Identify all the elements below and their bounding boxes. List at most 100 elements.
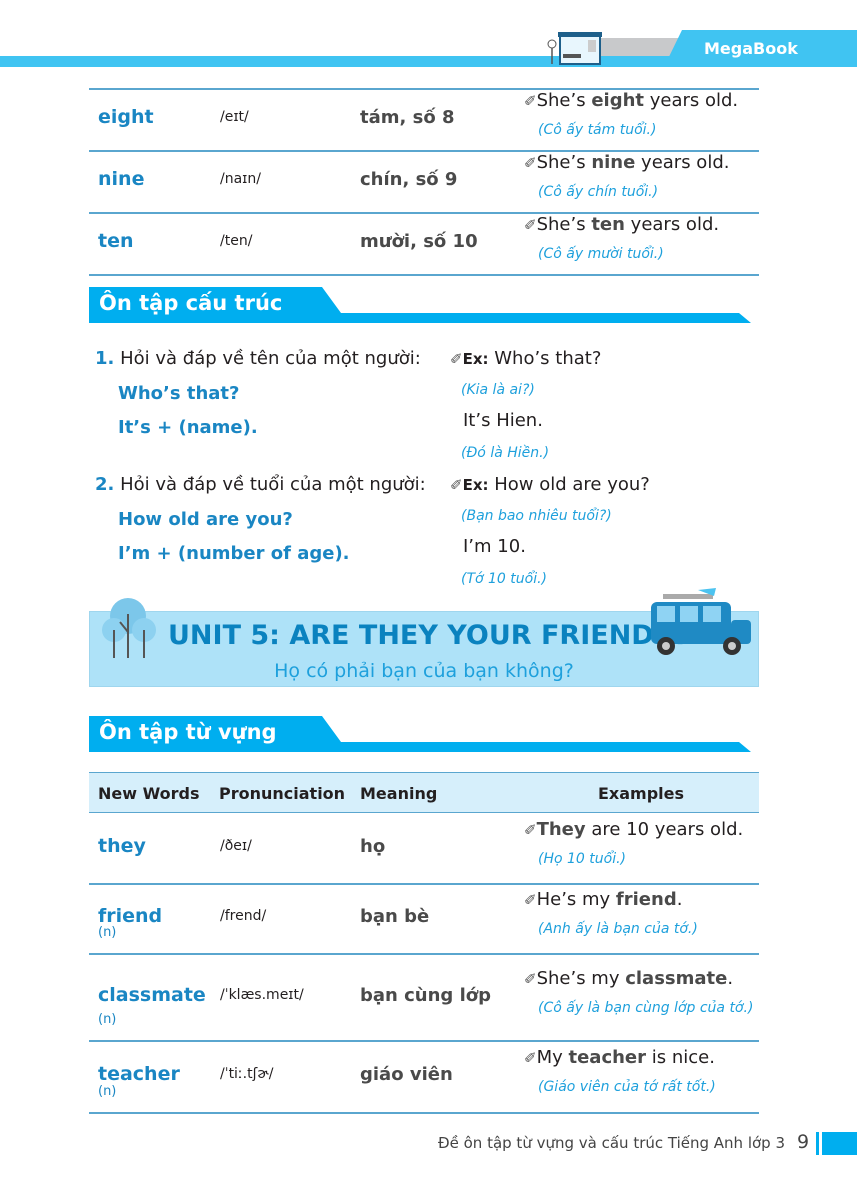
megabook-logo: MegaBook	[664, 30, 857, 67]
unit-banner: UNIT 5: ARE THEY YOUR FRIENDS? Họ có phả…	[89, 588, 759, 687]
section-header-structure: Ôn tập cấu trúc	[89, 287, 751, 323]
example-sentence: ✐They are 10 years old.	[524, 819, 743, 840]
example-keyword: eight	[591, 90, 644, 111]
example-sentence: ✐My teacher is nice.	[524, 1047, 715, 1068]
section-title: Ôn tập cấu trúc	[99, 291, 283, 315]
example-question: Who’s that?	[494, 348, 602, 369]
divider	[89, 1112, 759, 1114]
example-keyword: classmate	[625, 967, 728, 989]
divider	[89, 88, 759, 90]
example-translation: (Cô ấy tám tuổi.)	[538, 122, 657, 138]
example-translation: (Giáo viên của tớ rất tốt.)	[538, 1079, 716, 1095]
page-number: 9	[797, 1131, 810, 1153]
meaning: bạn bè	[360, 906, 430, 927]
section-title: Ôn tập từ vựng	[99, 720, 277, 744]
header-bar	[0, 56, 857, 67]
pattern-question: How old are you?	[118, 509, 293, 530]
pronunciation: /ten/	[220, 233, 253, 249]
col-header: Pronunciation	[219, 784, 346, 803]
example-text: .	[727, 967, 734, 989]
pattern-question: Who’s that?	[118, 383, 240, 404]
example-keyword: ten	[591, 214, 625, 235]
meaning: chín, số 9	[360, 169, 458, 190]
example-text: She’s	[536, 152, 592, 173]
example-text: is nice.	[646, 1047, 715, 1068]
example-translation: (Cô ấy mười tuổi.)	[538, 246, 664, 262]
example-translation: (Cô ấy là bạn cùng lớp của tớ.)	[538, 999, 754, 1016]
example-keyword: They	[536, 819, 586, 840]
example-translation: (Bạn bao nhiêu tuổi?)	[461, 508, 612, 524]
example-translation: (Họ 10 tuổi.)	[538, 851, 626, 867]
pencil-icon: ✐	[524, 154, 537, 172]
example-text: .	[676, 889, 683, 910]
col-header: New Words	[98, 784, 200, 803]
example-sentence: ✐She’s my classmate.	[524, 968, 733, 989]
pronunciation: /frend/	[220, 908, 267, 924]
divider	[89, 274, 759, 276]
example-sentence: ✐She’s eight years old.	[524, 90, 738, 111]
unit-title: UNIT 5: ARE THEY YOUR FRIENDS?	[168, 620, 689, 651]
pencil-icon: ✐	[524, 891, 537, 909]
example-label: Ex:	[462, 350, 489, 368]
bus-stop-icon	[547, 32, 602, 65]
example-text: years old.	[624, 214, 720, 235]
pencil-icon: ✐	[450, 476, 463, 494]
unit-subtitle: Họ có phải bạn của bạn không?	[274, 660, 574, 682]
example-text: are 10 years old.	[585, 819, 744, 840]
part-of-speech: (n)	[98, 1084, 117, 1099]
footer-bar	[822, 1132, 857, 1155]
pronunciation: /ˈklæs.meɪt/	[220, 986, 304, 1003]
item-number: 2.	[95, 474, 115, 495]
example-answer: It’s Hien.	[463, 410, 543, 431]
example-text: years old.	[644, 90, 739, 111]
divider	[89, 953, 759, 955]
word: friend	[98, 905, 163, 927]
part-of-speech: (n)	[98, 925, 117, 940]
meaning: họ	[360, 836, 386, 857]
word: classmate	[98, 983, 206, 1006]
pencil-icon: ✐	[524, 216, 537, 234]
item-number: 1.	[95, 348, 115, 369]
divider	[89, 883, 759, 885]
col-header: Examples	[598, 784, 685, 803]
example-text: She’s	[536, 214, 592, 235]
pencil-icon: ✐	[524, 1049, 537, 1067]
example-keyword: friend	[615, 889, 677, 910]
divider	[89, 150, 759, 152]
example-sentence: ✐She’s ten years old.	[524, 214, 719, 235]
word: eight	[98, 106, 154, 128]
section-header-vocab: Ôn tập từ vựng	[89, 716, 751, 752]
pronunciation: /naɪn/	[220, 171, 261, 187]
example-keyword: nine	[591, 152, 636, 173]
example-text: He’s my	[536, 889, 616, 910]
trees-icon	[102, 598, 156, 658]
car-icon	[651, 588, 751, 655]
meaning: giáo viên	[360, 1064, 453, 1085]
example-translation: (Anh ấy là bạn của tớ.)	[538, 921, 698, 937]
word: they	[98, 835, 146, 857]
word: teacher	[98, 1063, 180, 1085]
part-of-speech: (n)	[98, 1012, 117, 1027]
example-translation: (Tớ 10 tuổi.)	[461, 571, 548, 587]
pencil-icon: ✐	[450, 350, 463, 368]
brand-name: MegaBook	[704, 39, 798, 58]
footer-text: Đề ôn tập từ vựng và cấu trúc Tiếng Anh …	[438, 1134, 786, 1152]
col-header: Meaning	[360, 784, 438, 803]
word: ten	[98, 230, 134, 252]
pronunciation: /ðeɪ/	[220, 838, 252, 854]
example-answer: I’m 10.	[463, 536, 526, 557]
example-translation: (Đó là Hiền.)	[461, 445, 550, 461]
example-translation: (Kia là ai?)	[461, 382, 535, 398]
example-text: She’s	[536, 90, 592, 111]
meaning: bạn cùng lớp	[360, 984, 491, 1006]
divider	[89, 1040, 759, 1042]
example-sentence: ✐She’s nine years old.	[524, 152, 729, 173]
example-text: My	[536, 1047, 569, 1068]
item-description: Hỏi và đáp về tên của một người:	[120, 348, 421, 369]
pattern-answer: I’m + (number of age).	[118, 543, 350, 564]
footer-divider	[816, 1132, 819, 1155]
item-description: Hỏi và đáp về tuổi của một người:	[120, 474, 426, 495]
word: nine	[98, 168, 145, 190]
example-translation: (Cô ấy chín tuổi.)	[538, 184, 659, 200]
example-text: She’s my	[536, 967, 626, 989]
